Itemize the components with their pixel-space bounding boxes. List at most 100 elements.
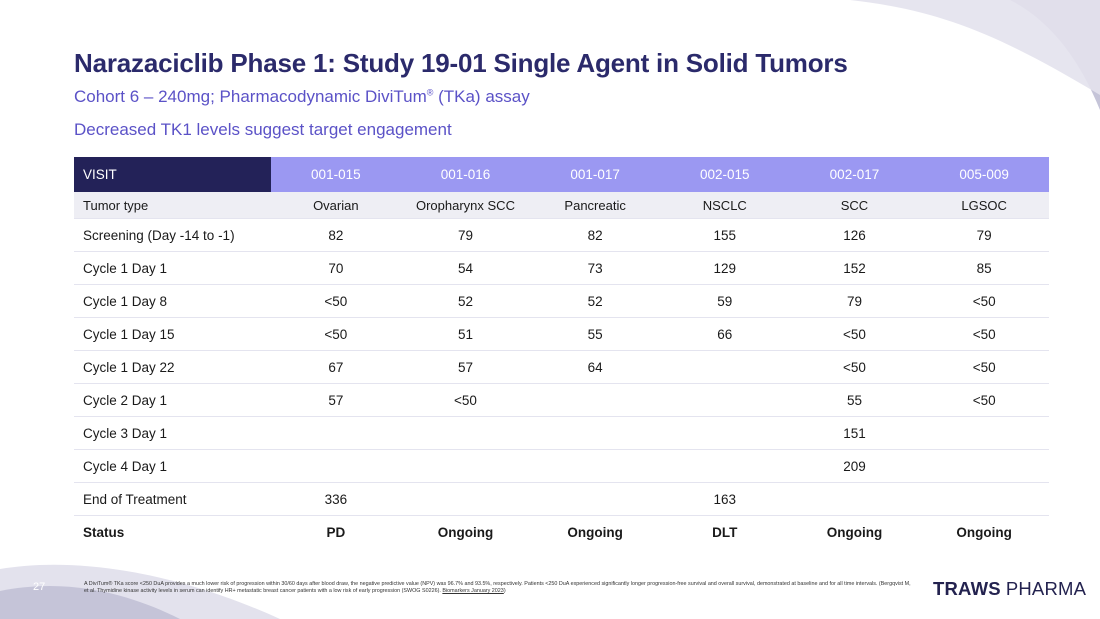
- table-cell: 79: [789, 284, 920, 318]
- table-row: End of Treatment 336 163: [74, 482, 1049, 516]
- table-cell: 79: [919, 218, 1049, 252]
- table-cell: 52: [400, 284, 531, 318]
- status-cell: PD: [326, 524, 346, 540]
- table-cell: <50: [919, 383, 1049, 417]
- table-cell: 70: [271, 251, 401, 285]
- slide-title: Narazaciclib Phase 1: Study 19-01 Single…: [74, 48, 848, 78]
- table-cell: 66: [659, 317, 790, 351]
- table-row: Screening (Day -14 to -1) 82 79 82 155 1…: [74, 218, 1049, 252]
- status-cell: Ongoing: [956, 524, 1012, 540]
- table-cell: [530, 449, 660, 483]
- table-row: Cycle 1 Day 8 <50 52 52 59 79 <50: [74, 284, 1049, 318]
- footnote: A DiviTum® TKa score <250 DuA provides a…: [84, 581, 916, 595]
- tumor-cell: NSCLC: [659, 192, 790, 219]
- table-row: Cycle 1 Day 22 67 57 64 <50 <50: [74, 350, 1049, 384]
- table-cell: 126: [789, 218, 920, 252]
- row-label: Cycle 4 Day 1: [74, 449, 271, 483]
- table-cell: 59: [659, 284, 790, 318]
- table-cell: 82: [271, 218, 401, 252]
- table-cell: 155: [659, 218, 790, 252]
- table-cell: [659, 383, 790, 417]
- table-cell: 209: [789, 449, 920, 483]
- table-cell: [919, 416, 1049, 450]
- row-label: Cycle 1 Day 15: [74, 317, 271, 351]
- visit-header: VISIT: [74, 157, 271, 192]
- table-row: Cycle 2 Day 1 57 <50 55 <50: [74, 383, 1049, 417]
- table-row: Cycle 4 Day 1 209: [74, 449, 1049, 483]
- logo-word-pharma: PHARMA: [1005, 578, 1087, 599]
- page-number: 27: [33, 581, 46, 593]
- row-label: Cycle 1 Day 1: [74, 251, 271, 285]
- table-cell: <50: [789, 317, 920, 351]
- table-cell: 79: [400, 218, 531, 252]
- table-cell: 151: [789, 416, 920, 450]
- table-cell: <50: [789, 350, 920, 384]
- status-cell: Ongoing: [437, 524, 494, 540]
- subtitle-text: Cohort 6 – 240mg; Pharmacodynamic DiviTu…: [74, 87, 427, 106]
- table-cell: [659, 350, 790, 384]
- table-cell: 82: [530, 218, 660, 252]
- table-cell: 57: [271, 383, 401, 417]
- table-cell: [659, 449, 790, 483]
- table-cell: 51: [400, 317, 531, 351]
- row-label: Cycle 3 Day 1: [74, 416, 271, 450]
- footnote-suffix: ): [503, 588, 506, 594]
- table-cell: <50: [919, 350, 1049, 384]
- table-cell: [659, 416, 790, 450]
- table-row: Cycle 1 Day 1 70 54 73 129 152 85: [74, 251, 1049, 285]
- table-cell: [789, 482, 920, 516]
- table-cell: [400, 449, 531, 483]
- row-label: End of Treatment: [74, 482, 271, 516]
- tumor-cell: Oropharynx SCC: [400, 192, 531, 219]
- table-cell: 67: [271, 350, 401, 384]
- slide-subtitle: Cohort 6 – 240mg; Pharmacodynamic DiviTu…: [74, 87, 530, 107]
- table-cell: [271, 449, 401, 483]
- table-cell: <50: [919, 317, 1049, 351]
- table-cell: 55: [530, 317, 660, 351]
- table-cell: [919, 482, 1049, 516]
- row-label: Screening (Day -14 to -1): [74, 218, 271, 252]
- table-cell: <50: [271, 284, 401, 318]
- row-label: Status: [83, 524, 125, 540]
- tumor-cell: Ovarian: [271, 192, 401, 219]
- bottom-left-decor-shape: [0, 564, 280, 619]
- top-right-decor-shape: [850, 0, 1100, 110]
- table-cell: [530, 416, 660, 450]
- table-cell: 64: [530, 350, 660, 384]
- status-row: Status PD Ongoing Ongoing DLT Ongoing On…: [74, 516, 1049, 549]
- table-cell: 336: [271, 482, 401, 516]
- table-cell: [400, 416, 531, 450]
- visit-results-table: VISIT 001-015 001-016 001-017 002-015 00…: [74, 157, 1049, 548]
- tumor-cell: SCC: [789, 192, 920, 219]
- subtitle-tail: (TKa) assay: [433, 87, 530, 106]
- table-cell: <50: [400, 383, 531, 417]
- row-label: Cycle 2 Day 1: [74, 383, 271, 417]
- table-row: Cycle 3 Day 1 151: [74, 416, 1049, 450]
- row-label: Cycle 1 Day 22: [74, 350, 271, 384]
- table-cell: 152: [789, 251, 920, 285]
- row-label: Tumor type: [74, 192, 271, 219]
- table-cell: 129: [659, 251, 790, 285]
- table-cell: [919, 449, 1049, 483]
- tumor-type-row: Tumor type Ovarian Oropharynx SCC Pancre…: [74, 192, 1049, 219]
- table-cell: [271, 416, 401, 450]
- company-logo: TRAWS PHARMA: [933, 578, 1086, 600]
- registered-mark: ®: [426, 87, 434, 98]
- table-cell: 85: [919, 251, 1049, 285]
- patient-column-header: 002-015: [659, 157, 790, 192]
- row-label: Cycle 1 Day 8: [74, 284, 271, 318]
- tumor-cell: Pancreatic: [530, 192, 660, 219]
- patient-column-header: 002-017: [789, 157, 920, 192]
- table-cell: <50: [919, 284, 1049, 318]
- status-cell: Ongoing: [567, 524, 623, 540]
- logo-word-traws: TRAWS: [933, 578, 1001, 599]
- table-header-row: VISIT 001-015 001-016 001-017 002-015 00…: [74, 157, 1049, 192]
- table-cell: 54: [400, 251, 531, 285]
- table-cell: 55: [789, 383, 920, 417]
- status-cell: Ongoing: [826, 524, 883, 540]
- table-row: Cycle 1 Day 15 <50 51 55 66 <50 <50: [74, 317, 1049, 351]
- patient-column-header: 001-015: [271, 157, 401, 192]
- footnote-text: A DiviTum® TKa score <250 DuA provides a…: [84, 581, 911, 594]
- reference-link[interactable]: Biomarkers January 2023: [442, 588, 504, 594]
- patient-column-header: 001-017: [530, 157, 660, 192]
